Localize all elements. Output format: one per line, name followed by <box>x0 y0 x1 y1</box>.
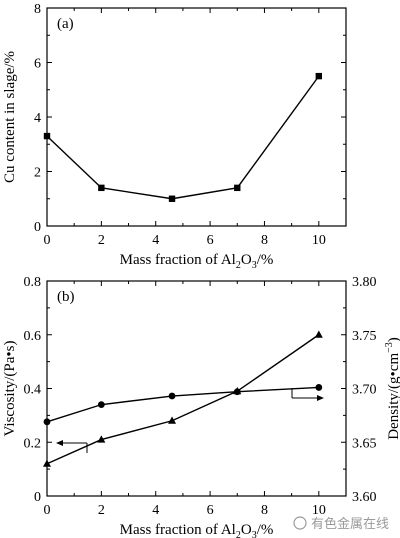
chart-panel-b: 0 2 4 6 8 10 0 0.2 0.4 0.6 0.8 3.60 3.65 3.70 3.75 3.80… <box>2 275 400 538</box>
x-tick-label: 10 <box>312 503 326 518</box>
series-1-line <box>46 334 320 465</box>
series-2-point <box>168 392 176 400</box>
x-tick-label: 4 <box>152 233 159 248</box>
panel-a-series <box>43 72 323 202</box>
y-tick-label: 0 <box>34 490 41 505</box>
series-1-line <box>46 75 320 200</box>
x-tick-label: 10 <box>312 233 326 248</box>
x-tick-label: 6 <box>207 503 214 518</box>
panel-b-ticks: 0 2 4 6 8 10 0 0.2 0.4 0.6 0.8 3.60 3.65 3.70 3.75 3.80 <box>24 275 377 518</box>
panel-b-axis-indicator-arrows <box>56 388 324 453</box>
y-tick-label: 0 <box>34 220 41 235</box>
series-2-point <box>315 384 323 391</box>
panel-b-x-axis-label: Mass fraction of Al2O3/% <box>120 522 274 538</box>
series-1-point <box>315 72 323 80</box>
x-tick-label: 0 <box>44 233 51 248</box>
y-tick-label: 2 <box>34 166 41 181</box>
x-tick-label: 6 <box>207 233 214 248</box>
y-right-tick-label: 3.75 <box>352 329 377 344</box>
y-right-tick-label: 3.70 <box>352 383 377 398</box>
panel-b-right-y-axis-label: Density/(g•cm−3) <box>384 337 400 440</box>
y-right-tick-label: 3.60 <box>352 490 377 505</box>
series-1-point <box>43 132 51 140</box>
x-tick-label: 2 <box>98 233 105 248</box>
x-tick-label: 8 <box>261 233 268 248</box>
chart-panel-a: 0 2 4 6 8 10 0 2 4 6 8 (a) Cu content in slage/% M… <box>2 2 347 271</box>
series-2-point <box>233 388 241 396</box>
series-1-point <box>234 184 241 192</box>
panel-b-left-y-axis-label: Viscosity/(Pa•s) <box>2 340 18 436</box>
y-tick-label: 6 <box>34 57 41 72</box>
series-1-point <box>97 435 106 443</box>
series-1-point <box>98 184 105 192</box>
y-tick-label: 0.6 <box>24 329 42 344</box>
y-tick-label: 0.8 <box>24 275 42 290</box>
watermark: 有色金属在线 <box>293 516 389 532</box>
y-tick-label: 8 <box>34 2 41 17</box>
series-1-point <box>43 459 51 467</box>
series-1-point <box>168 416 177 424</box>
x-tick-label: 8 <box>261 503 268 518</box>
y-tick-label: 0.2 <box>24 436 42 451</box>
panel-a-x-axis-label: Mass fraction of Al2O3/% <box>120 252 274 271</box>
series-1-point <box>168 195 176 202</box>
x-tick-label: 2 <box>98 503 105 518</box>
panel-a-label: (a) <box>57 16 74 32</box>
panel-b-label: (b) <box>57 289 75 305</box>
panel-a-ticks: 0 2 4 6 8 10 0 2 4 6 8 <box>34 2 346 248</box>
x-tick-label: 0 <box>44 503 51 518</box>
y-right-tick-label: 3.65 <box>352 436 377 451</box>
series-1-point <box>314 330 323 338</box>
y-right-tick-label: 3.80 <box>352 275 377 290</box>
panel-a-y-axis-label: Cu content in slage/% <box>2 51 18 183</box>
right-axis-arrowhead <box>317 395 324 401</box>
series-2-line <box>46 386 319 423</box>
panel-a-plot-frame <box>46 7 347 227</box>
x-tick-label: 4 <box>152 503 159 518</box>
panel-b-series <box>43 330 323 467</box>
watermark-logo-icon <box>293 516 307 530</box>
series-2-point <box>43 418 51 426</box>
series-2-point <box>97 401 105 409</box>
y-tick-label: 0.4 <box>24 383 42 398</box>
watermark-text: 有色金属在线 <box>311 516 389 532</box>
y-tick-label: 4 <box>34 111 41 126</box>
left-axis-arrowhead <box>56 440 63 446</box>
